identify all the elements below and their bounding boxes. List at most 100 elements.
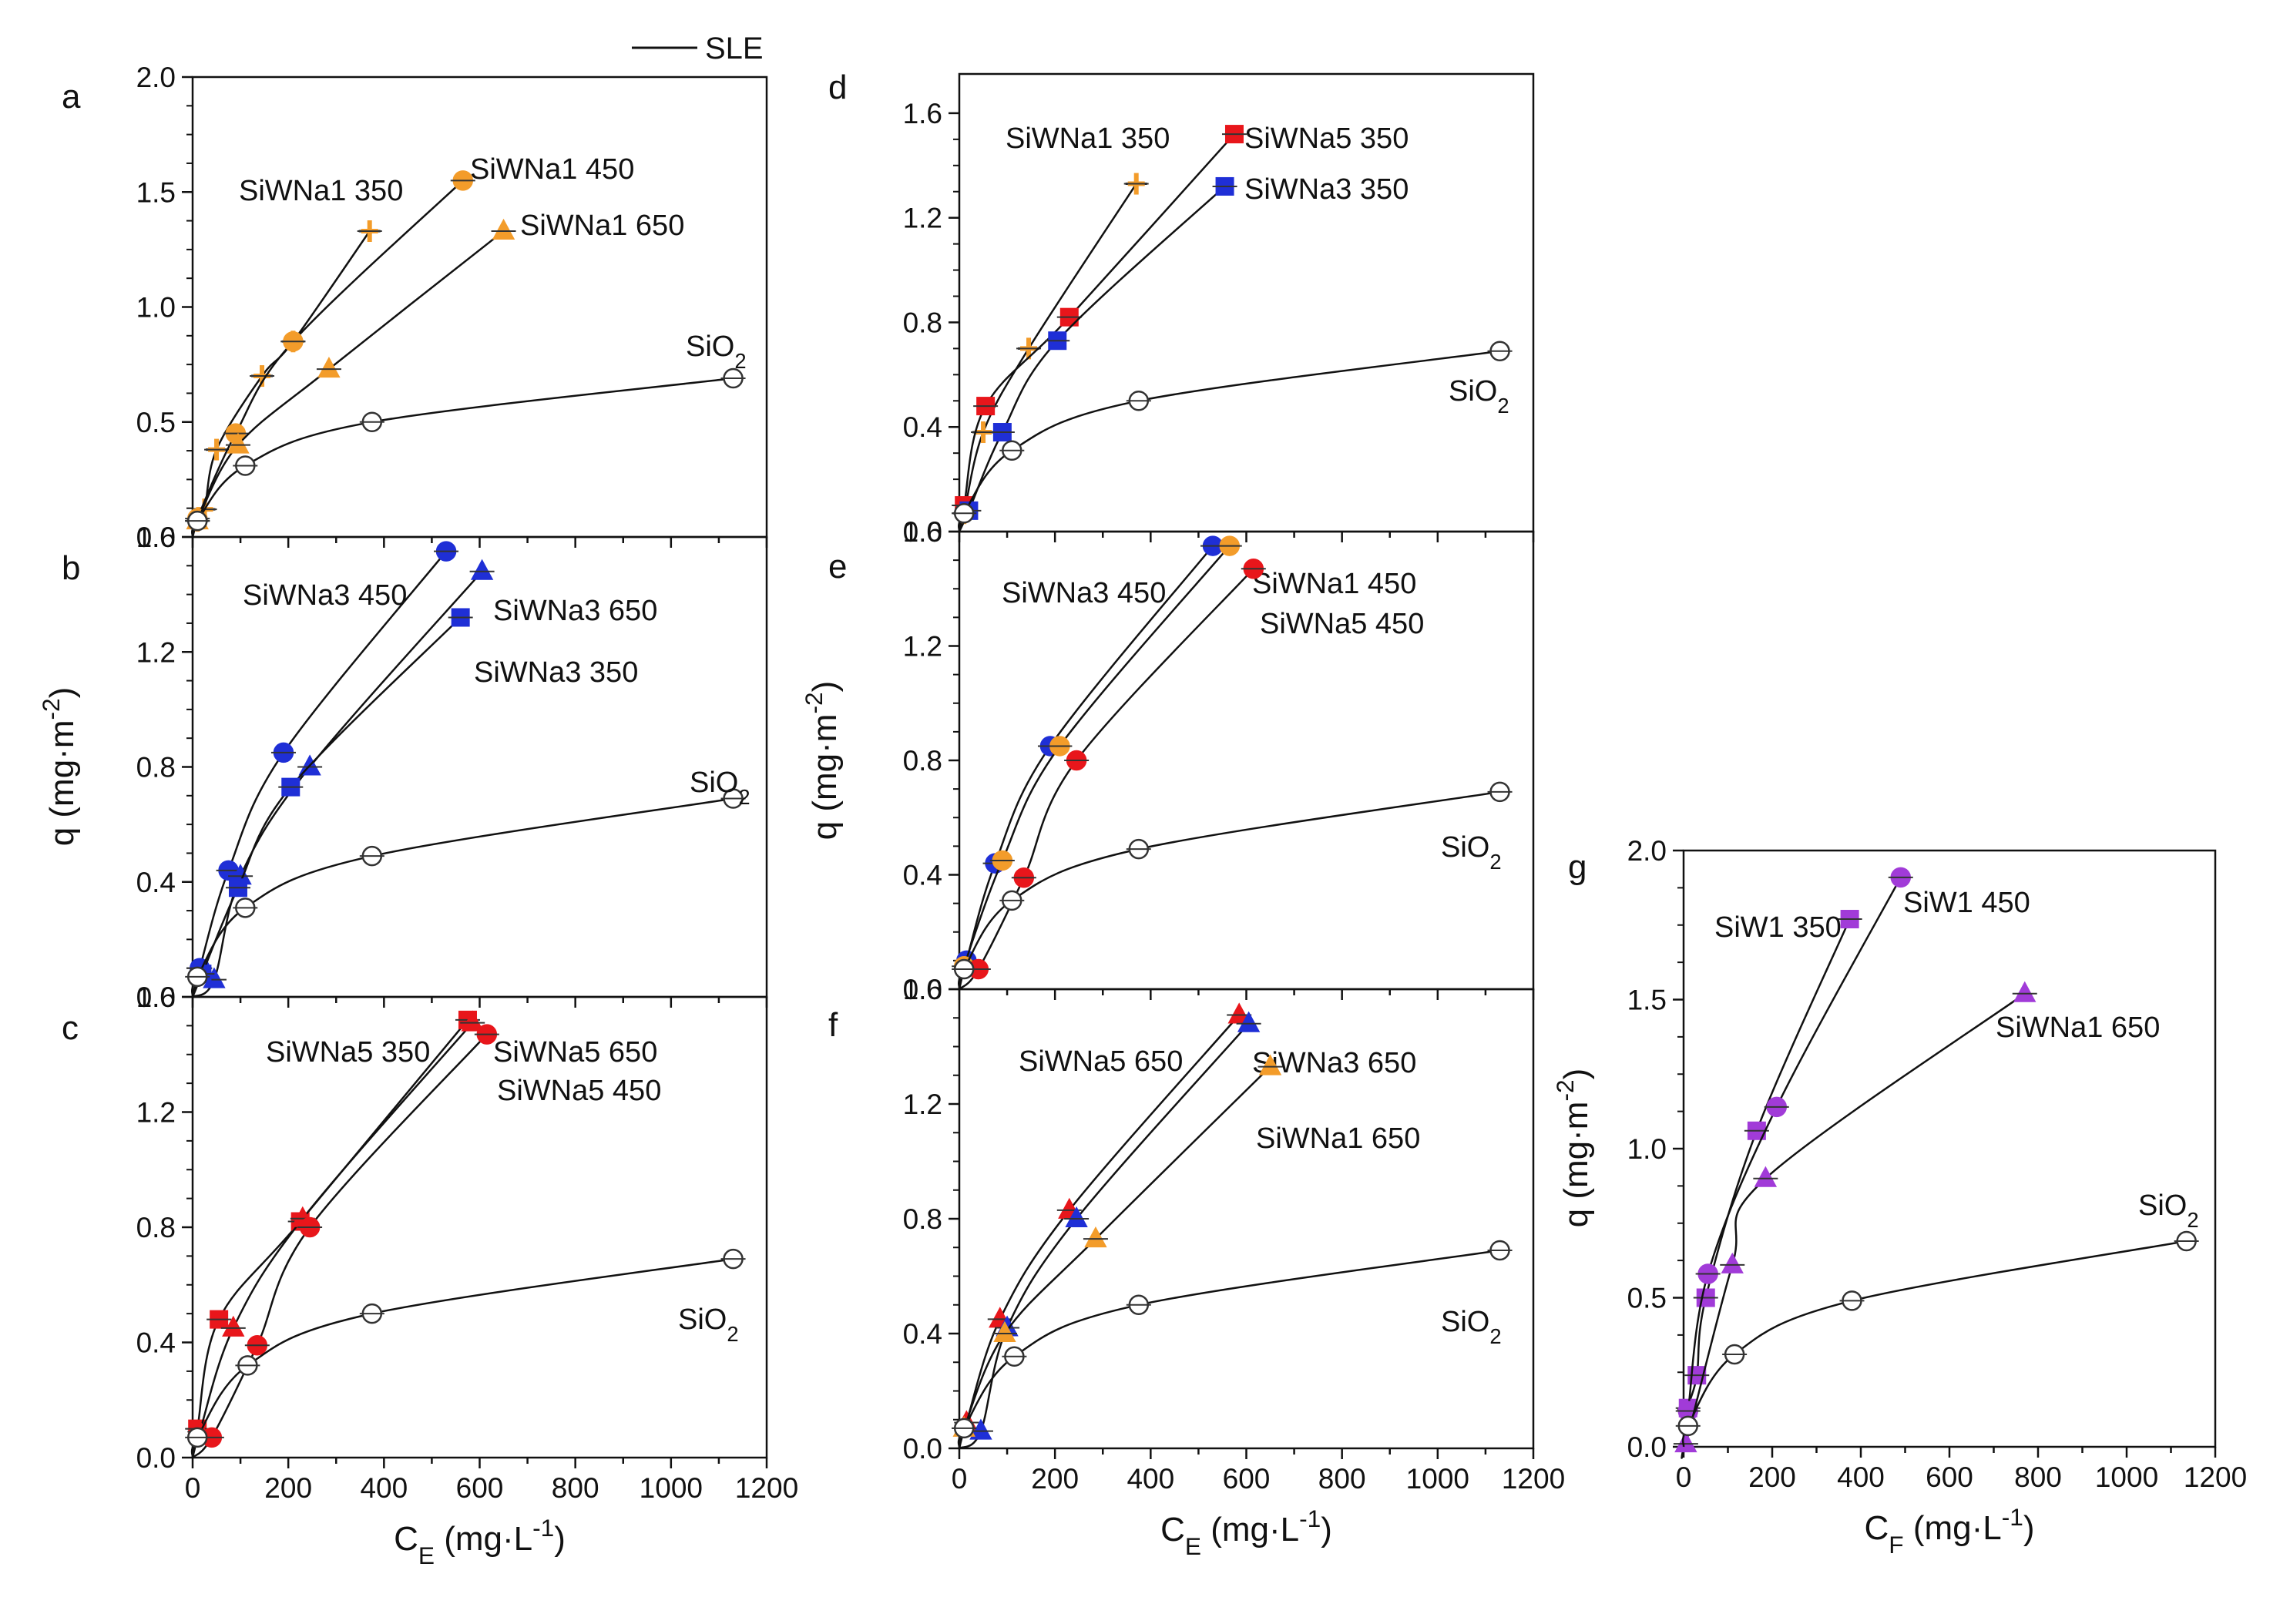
series-siwna3-650: SiWNa3 650 — [192, 559, 657, 998]
panel-f: 0.0 0.4 0.8 1.2 1.6 0 200 400 600 800 1000 1200 CE (… — [828, 974, 1565, 1560]
series-label: SiWNa5 450 — [497, 1075, 661, 1107]
fit-curve — [191, 230, 505, 538]
series-siwna5-350: SiWNa5 350 — [185, 1010, 480, 1458]
series-label: SiWNa5 650 — [1019, 1045, 1183, 1078]
x-tick-label: 1000 — [2095, 1461, 2158, 1493]
series-sio2: SiO2 — [185, 1248, 746, 1458]
y-tick-label: 1.5 — [136, 176, 176, 208]
series-label: SiWNa5 450 — [1260, 608, 1424, 640]
series-label: SiO2 — [2138, 1189, 2199, 1232]
y-tick-label: 0.5 — [136, 407, 176, 438]
series-label: SiWNa1 450 — [470, 153, 634, 186]
y-tick-label: 0.4 — [903, 860, 942, 891]
x-tick-label: 600 — [456, 1472, 504, 1504]
x-tick-label: 1200 — [1502, 1463, 1565, 1495]
panel-d: 0.0 0.4 0.8 1.2 1.6 d SiWNa1 350 SiWNa5 350 SiWN… — [828, 69, 1535, 548]
y-tick-label: 0.5 — [1627, 1283, 1667, 1314]
panel-b: 0.0 0.4 0.8 1.2 1.6 q (mg·m-2) b SiWNa3 450 SiWN… — [37, 522, 768, 1013]
panel-letter: b — [62, 549, 80, 587]
series-label: SiO2 — [1449, 375, 1509, 418]
data-point — [969, 1418, 992, 1440]
panel-letter: c — [62, 1009, 79, 1047]
fit-curve — [1681, 1240, 2187, 1448]
y-tick-label: 0.0 — [903, 516, 942, 548]
fit-curve — [957, 1249, 1500, 1449]
panel-c: 0.0 0.4 0.8 1.2 1.6 0 200 400 600 800 1000 1200 CE (… — [62, 981, 798, 1569]
y-tick-label: 0.0 — [136, 1442, 176, 1474]
y-tick-label: 0.8 — [136, 1212, 176, 1243]
series-siwna1-650: SiWNa1 650 — [952, 1054, 1420, 1449]
x-axis-label: CE (mg·L-1) — [1160, 1505, 1332, 1560]
y-tick-label: 1.2 — [903, 1089, 942, 1120]
fit-curve — [190, 797, 734, 998]
y-tick-label: 0.0 — [903, 974, 942, 1005]
panel-a: 0.0 0.5 1.0 1.5 2.0 a SiWNa1 350 SiWNa1 450 SiWN… — [62, 62, 768, 553]
data-point — [1237, 1011, 1261, 1032]
x-tick-label: 0 — [185, 1472, 201, 1504]
series-sio2: SiO2 — [1675, 1189, 2199, 1448]
x-tick-label: 400 — [1837, 1461, 1885, 1493]
y-tick-label: 1.2 — [903, 203, 942, 234]
x-tick-label: 800 — [1318, 1463, 1366, 1495]
y-tick-label: 0.8 — [136, 752, 176, 783]
series-siwna3-350: SiWNa3 350 — [956, 173, 1409, 532]
fit-curve — [958, 133, 1235, 532]
data-point — [492, 218, 515, 240]
data-point — [993, 1320, 1016, 1342]
y-tick-label: 0.0 — [136, 981, 176, 1013]
fit-curve — [957, 790, 1500, 990]
y-tick-label: 1.0 — [136, 292, 176, 324]
y-axis-label: q (mg·m-2) — [800, 681, 844, 841]
series-sio2: SiO2 — [185, 331, 747, 538]
fit-curve — [1681, 992, 2026, 1459]
data-point — [1674, 1431, 1697, 1453]
panel-e: 0.0 0.4 0.8 1.2 1.6 q (mg·m-2) e SiWNa3 450 SiWN… — [800, 516, 1535, 1005]
fit-curve — [192, 570, 483, 998]
fit-curve — [958, 545, 1214, 990]
series-sio2: SiO2 — [952, 341, 1513, 532]
series-label: SiWNa3 350 — [474, 656, 638, 689]
series-label: SiWNa5 650 — [493, 1036, 657, 1069]
series-siw1-450: SiW1 450 — [1675, 867, 2030, 1448]
panels: 0.0 0.5 1.0 1.5 2.0 a SiWNa1 350 SiWNa1 450 SiWN… — [37, 62, 2247, 1569]
fit-curve — [192, 1033, 488, 1458]
x-tick-label: 600 — [1926, 1461, 1973, 1493]
legend-label: SLE — [705, 32, 764, 65]
y-tick-label: 0.0 — [1627, 1431, 1667, 1463]
y-tick-label: 1.5 — [1627, 985, 1667, 1016]
data-point — [1084, 1226, 1107, 1248]
x-tick-label: 1200 — [735, 1472, 798, 1504]
fit-curve — [957, 350, 1500, 532]
x-tick-label: 0 — [952, 1463, 968, 1495]
panel-letter: d — [828, 69, 847, 106]
y-axis-label: q (mg·m-2) — [37, 687, 81, 847]
fit-curve — [191, 230, 371, 538]
data-point — [1721, 1252, 1744, 1273]
x-tick-label: 200 — [1748, 1461, 1796, 1493]
x-tick-label: 600 — [1223, 1463, 1271, 1495]
y-tick-label: 1.6 — [903, 98, 942, 129]
x-tick-label: 400 — [360, 1472, 408, 1504]
data-point — [222, 1315, 245, 1337]
y-tick-label: 1.6 — [136, 522, 176, 553]
y-tick-label: 1.6 — [903, 974, 942, 1005]
y-tick-label: 0.4 — [136, 867, 176, 898]
y-tick-label: 0.0 — [903, 1433, 942, 1465]
series-label: SiWNa1 450 — [1252, 568, 1416, 600]
y-tick-label: 0.8 — [903, 745, 942, 777]
series-label: SiWNa1 650 — [520, 210, 684, 242]
series-sio2: SiO2 — [952, 1240, 1513, 1449]
fit-curve — [191, 616, 462, 998]
x-tick-label: 200 — [264, 1472, 312, 1504]
y-tick-label: 1.2 — [136, 636, 176, 668]
series-siwna3-350: SiWNa3 350 — [190, 608, 638, 998]
fit-curve — [958, 186, 1226, 532]
y-tick-label: 0.4 — [903, 411, 942, 443]
fit-curve — [958, 545, 1231, 990]
fit-curve — [191, 180, 464, 538]
x-tick-label: 0 — [1676, 1461, 1692, 1493]
data-point — [461, 1010, 484, 1032]
series-label: SiO2 — [1441, 1306, 1502, 1348]
panel-letter: e — [828, 548, 847, 586]
